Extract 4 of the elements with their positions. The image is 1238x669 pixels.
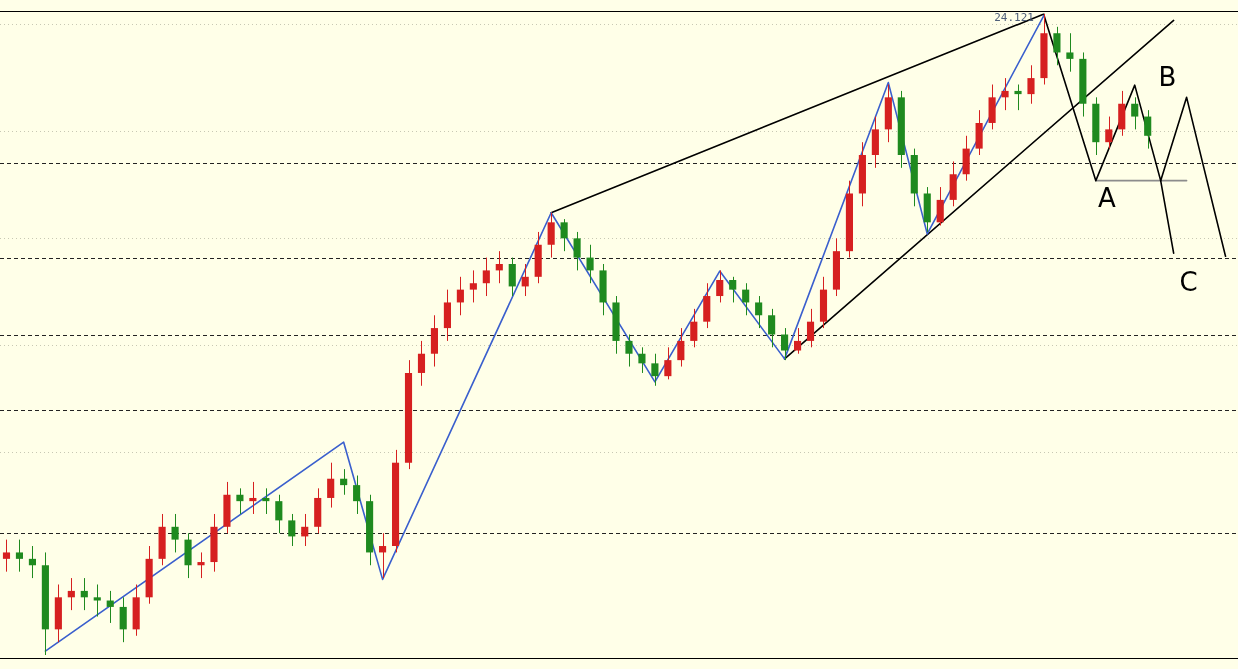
annotation: B (1158, 61, 1177, 92)
annotation: A (1097, 183, 1116, 214)
annotation: C (1179, 267, 1198, 298)
annotation: 24.121 (994, 11, 1034, 25)
